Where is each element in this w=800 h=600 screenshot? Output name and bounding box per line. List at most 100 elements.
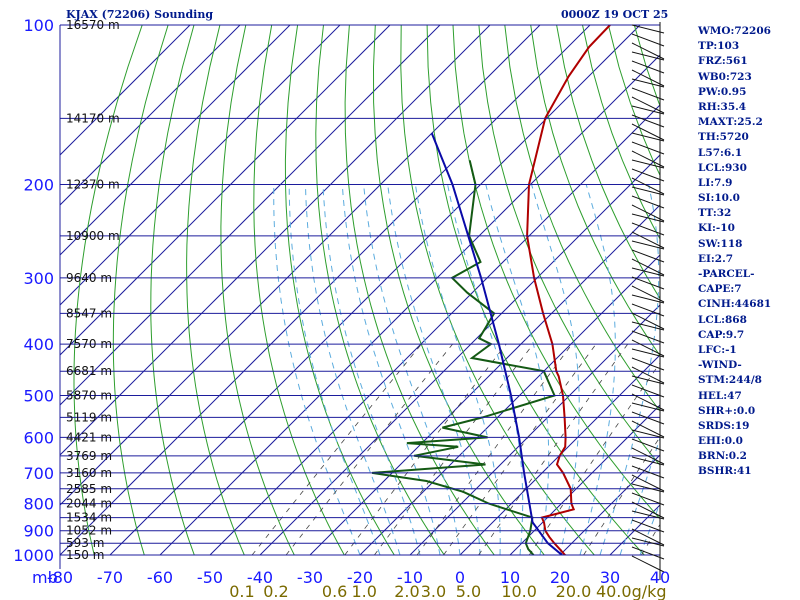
temperature-tick-label: -10 [397,568,423,587]
wind-barb [631,537,665,547]
index-item: SRDS:19 [698,419,750,432]
isotherm-line [60,25,491,456]
wind-barb [631,456,665,466]
wind-barb [631,330,665,344]
temperature-line [526,25,611,555]
wind-barb [631,402,665,412]
wind-barb [631,501,665,519]
wind-barb [631,384,665,398]
isotherm-line [109,25,641,555]
stability-indices: WMO:72206 TP:103 FRZ:561 WB0:723 PW:0.95 RH:3… [698,24,771,480]
wind-barb [631,60,665,74]
pressure-tick-label: 900 [23,522,54,541]
wind-barb [631,393,665,411]
dry-adiabat [372,25,545,555]
index-item: HEL:47 [698,389,742,402]
mixing-ratio-tick-label: 0.6 [322,582,347,600]
wind-barb [631,321,665,331]
wind-barb [631,312,665,330]
wind-barb [631,375,665,385]
wind-barb [631,123,665,141]
wind-barb [631,132,665,142]
wind-barb [631,168,665,182]
isotherm-line [60,25,541,506]
wind-barbs [631,22,665,580]
pressure-tick-label: 400 [23,335,54,354]
wind-barb [631,267,665,277]
wind-barb [631,24,665,34]
index-item: TT:32 [698,207,732,220]
index-item: CAPE:7 [698,283,742,296]
mixing-ratio-line [251,343,422,555]
wind-barb [631,276,665,290]
wind-barb [631,339,665,357]
wind-barb [631,204,665,222]
wind-barb [631,51,665,61]
pressure-tick-label: 800 [23,495,54,514]
index-item: EHI:0.0 [698,435,743,448]
isotherm-line [60,25,591,555]
index-item: TH:5720 [698,131,749,144]
index-item: CAP:9.7 [698,328,745,341]
wind-barb [631,528,665,546]
wind-barb [631,96,665,114]
pressure-tick-label: 300 [23,269,54,288]
index-item: CINH:44681 [698,298,772,311]
mixing-ratio-tick-label: 0.1 [229,582,254,600]
moist-adiabat [619,436,660,555]
index-item: LCL:868 [698,313,747,326]
pressure-tick-label: 600 [23,428,54,447]
temperature-tick-label: 30 [600,568,620,587]
height-label: 8547 m [66,306,112,320]
isotherm-line [559,454,660,555]
temperature-tick-label: -50 [197,568,223,587]
wind-barb [631,510,665,520]
pressure-tick-label: 700 [23,464,54,483]
moist-adiabat [579,184,616,555]
index-item: KI:-10 [698,222,735,235]
wind-barb [631,303,665,317]
isotherm-line [60,25,191,156]
temperature-tick-label: 40 [650,568,670,587]
isotherm-line [60,25,341,306]
index-item: SI:10.0 [698,192,740,205]
height-label: 3769 m [66,449,112,463]
wind-barb [631,159,665,169]
height-label: 593 m [66,536,104,550]
index-item: STM:244/8 [698,374,762,387]
wind-barb [631,483,665,493]
mixing-ratio-tick-label: 40.0g/kg [596,582,667,600]
pressure-tick-label: 1000 [13,546,54,565]
dry-adiabat [344,25,495,555]
wind-barb [631,474,665,492]
pressure-tick-label: 100 [23,16,54,35]
wind-barb [631,519,665,533]
wind-barb [631,546,665,560]
moist-adiabat [387,184,481,555]
wind-barb [631,348,665,358]
observation-time: 0000Z 19 OCT 25 [561,8,669,21]
index-item: -PARCEL- [698,268,755,280]
wind-barb [631,357,665,371]
temperature-tick-label: 0 [455,568,465,587]
mixing-ratio-tick-label: 5.0 [456,582,481,600]
wind-barb [631,177,665,195]
wind-barb [631,33,665,47]
height-label: 16570 m [66,18,120,32]
temperature-tick-label: -40 [247,568,273,587]
index-item: MAXT:25.2 [698,116,763,129]
isotherm-line [60,25,241,206]
pressure-tick-label: 200 [23,176,54,195]
index-item: WB0:723 [698,70,752,83]
diagram-grid [59,24,661,569]
wind-barb [631,42,665,60]
mixing-ratio-tick-label: 20.0 [556,582,592,600]
index-item: TP:103 [698,40,740,53]
height-label: 2044 m [66,497,112,511]
index-item: FRZ:561 [698,55,748,68]
wind-barb [631,429,665,439]
pressure-axis-label: mb [32,568,58,587]
wind-barb [631,114,665,128]
